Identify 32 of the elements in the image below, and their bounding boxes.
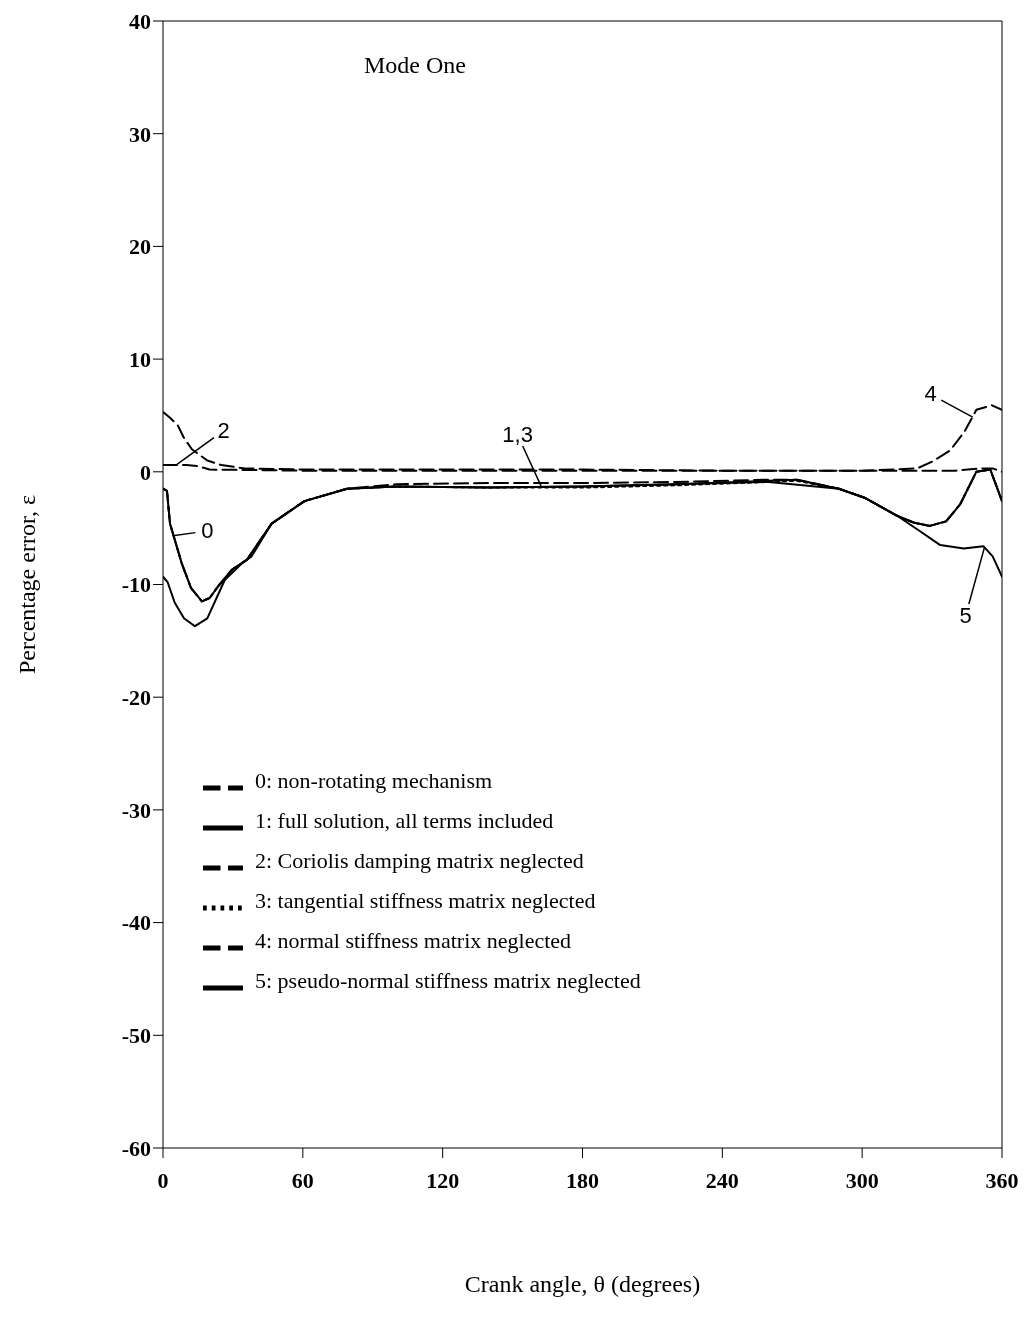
legend-label: 4: normal stiffness matrix neglected (255, 928, 572, 954)
annotation: 4 (924, 381, 937, 408)
legend-label: 2: Coriolis damping matrix neglected (255, 848, 584, 874)
y-axis-title: Percentage error, ε (13, 494, 40, 675)
y-tick-label: 20 (129, 234, 151, 260)
x-tick-label: 60 (291, 1167, 314, 1193)
x-axis-title: Crank angle, θ (degrees) (464, 1271, 701, 1297)
x-tick-label: 360 (985, 1167, 1019, 1193)
annotation: 1,3 (502, 422, 533, 449)
y-tick-label: -20 (121, 685, 151, 711)
annotation: 0 (201, 517, 214, 544)
x-tick-label: 120 (426, 1167, 460, 1193)
legend-label: 1: full solution, all terms included (255, 808, 554, 834)
y-tick-label: 40 (129, 8, 151, 34)
x-tick-label: 180 (566, 1167, 599, 1193)
y-tick-label: 10 (129, 346, 151, 372)
y-tick-label: 30 (129, 121, 151, 147)
y-tick-label: -40 (121, 910, 151, 936)
x-tick-label: 300 (845, 1167, 879, 1193)
x-tick-label: 240 (705, 1167, 739, 1193)
annotation: 2 (217, 417, 230, 444)
y-tick-label: -50 (121, 1023, 151, 1049)
x-tick-label: 0 (157, 1167, 169, 1193)
legend-label: 5: pseudo-normal stiffness matrix neglected (255, 968, 641, 994)
y-tick-label: -60 (121, 1135, 151, 1161)
annotation: Mode One (364, 51, 466, 79)
y-tick-label: 0 (140, 459, 151, 485)
legend-label: 3: tangential stiffness matrix neglected (255, 888, 596, 914)
annotation: 5 (959, 602, 972, 629)
legend-label: 0: non-rotating mechanism (255, 768, 493, 794)
y-tick-label: -10 (121, 572, 151, 598)
y-tick-label: -30 (121, 797, 151, 823)
